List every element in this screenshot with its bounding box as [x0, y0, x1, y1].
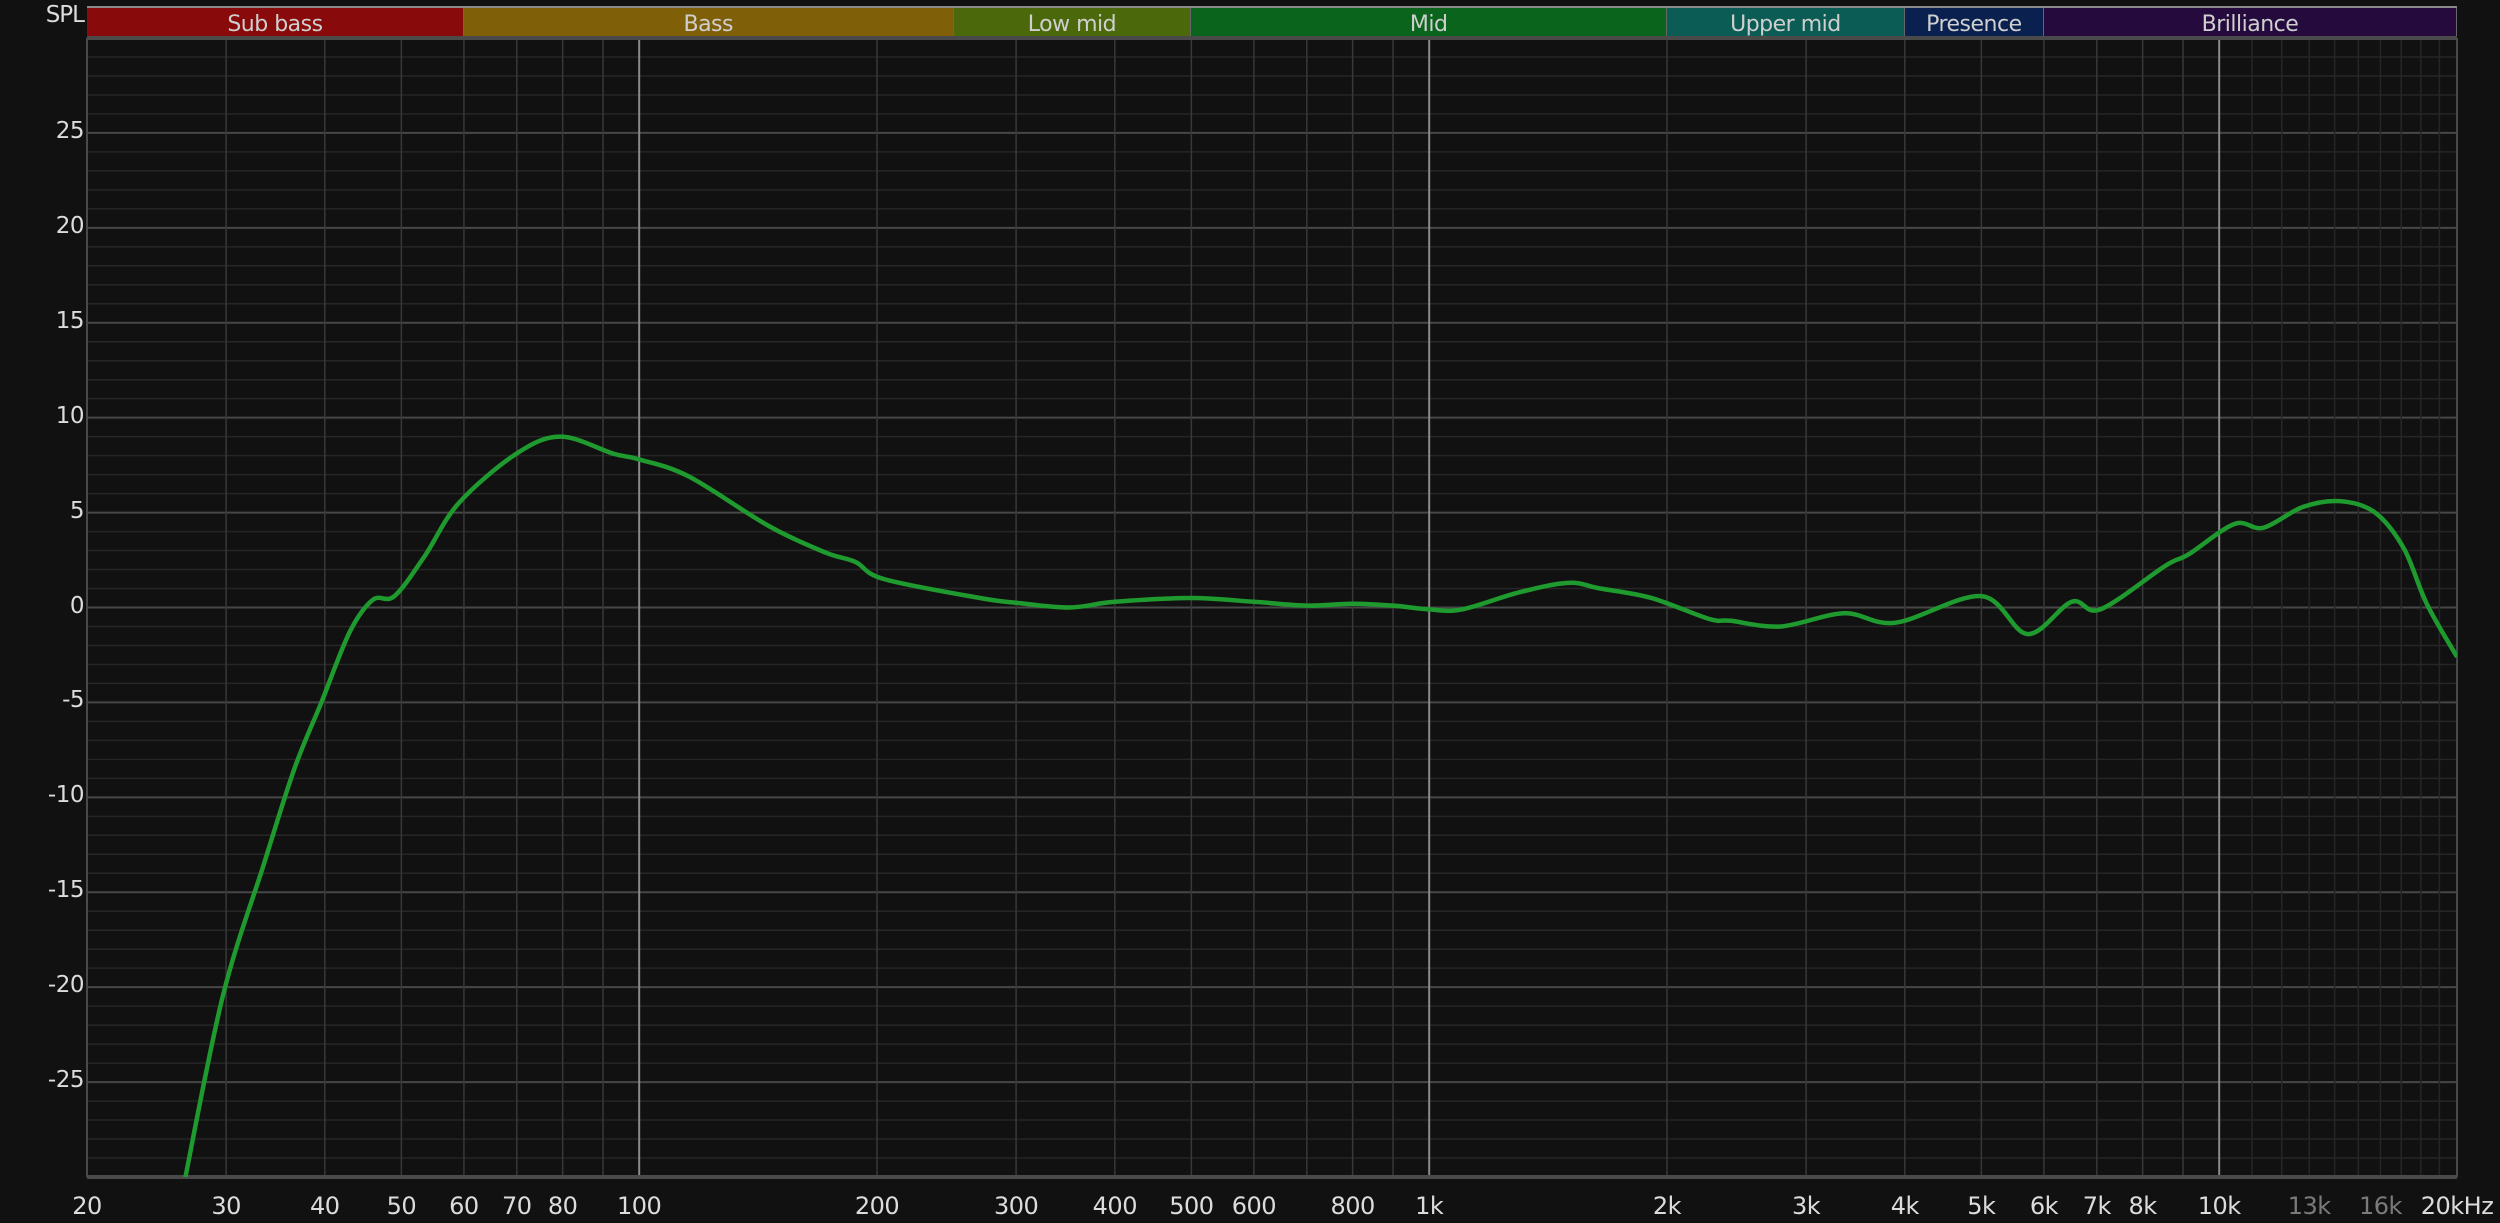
x-tick-label: 70 — [502, 1192, 532, 1220]
x-tick-label: 50 — [386, 1192, 417, 1220]
band-sub-bass: Sub bass — [87, 8, 464, 37]
x-tick-label: 80 — [547, 1192, 578, 1220]
x-tick-label: 6k — [2029, 1192, 2059, 1220]
y-tick-label: 5 — [69, 497, 85, 524]
frequency-band-bar: Sub bass Bass Low mid Mid Upper mid Presence B… — [87, 6, 2457, 39]
x-tick-label: 10k — [2197, 1192, 2241, 1220]
x-tick-label: 600 — [1231, 1192, 1277, 1220]
x-tick-label: 500 — [1169, 1192, 1214, 1220]
x-tick-label: 100 — [617, 1192, 662, 1220]
x-tick-label: 16k — [2358, 1192, 2402, 1220]
y-axis-label: SPL — [45, 2, 85, 28]
x-tick-label: 400 — [1092, 1192, 1138, 1220]
band-mid: Mid — [1191, 8, 1667, 37]
x-tick-label: 20 — [72, 1192, 102, 1220]
x-tick-label: 13k — [2287, 1192, 2331, 1220]
x-tick-label: 30 — [211, 1192, 241, 1220]
band-upper-mid: Upper mid — [1667, 8, 1905, 37]
band-presence: Presence — [1904, 8, 2044, 37]
x-tick-label: 7k — [2082, 1192, 2112, 1220]
x-tick-label: 4k — [1890, 1192, 1920, 1220]
x-tick-label: 8k — [2128, 1192, 2158, 1220]
band-brilliance: Brilliance — [2043, 8, 2457, 37]
y-tick-label: -25 — [47, 1067, 85, 1094]
y-tick-label: -5 — [62, 687, 84, 714]
y-tick-label: 25 — [55, 117, 85, 144]
x-tick-label: 800 — [1330, 1192, 1375, 1220]
y-tick-label: -20 — [47, 972, 85, 999]
y-tick-label: 0 — [69, 592, 85, 619]
x-tick-label: 300 — [993, 1192, 1039, 1220]
y-tick-label: -10 — [47, 782, 85, 809]
x-tick-label: 20kHz — [2420, 1192, 2494, 1220]
y-tick-label: 10 — [55, 402, 85, 429]
y-tick-label: 15 — [55, 307, 85, 334]
y-tick-label: 20 — [55, 212, 85, 239]
x-tick-label: 3k — [1792, 1192, 1821, 1220]
x-tick-label: 200 — [854, 1192, 900, 1220]
band-low-mid: Low mid — [953, 8, 1192, 37]
x-tick-label: 60 — [449, 1192, 479, 1220]
band-bass: Bass — [463, 8, 954, 37]
y-tick-label: -15 — [47, 877, 85, 904]
x-tick-label: 40 — [310, 1192, 340, 1220]
x-tick-label: 1k — [1415, 1192, 1444, 1220]
response-curve — [183, 434, 2457, 1177]
x-tick-label: 5k — [1967, 1192, 1996, 1220]
x-tick-label: 2k — [1652, 1192, 1682, 1220]
